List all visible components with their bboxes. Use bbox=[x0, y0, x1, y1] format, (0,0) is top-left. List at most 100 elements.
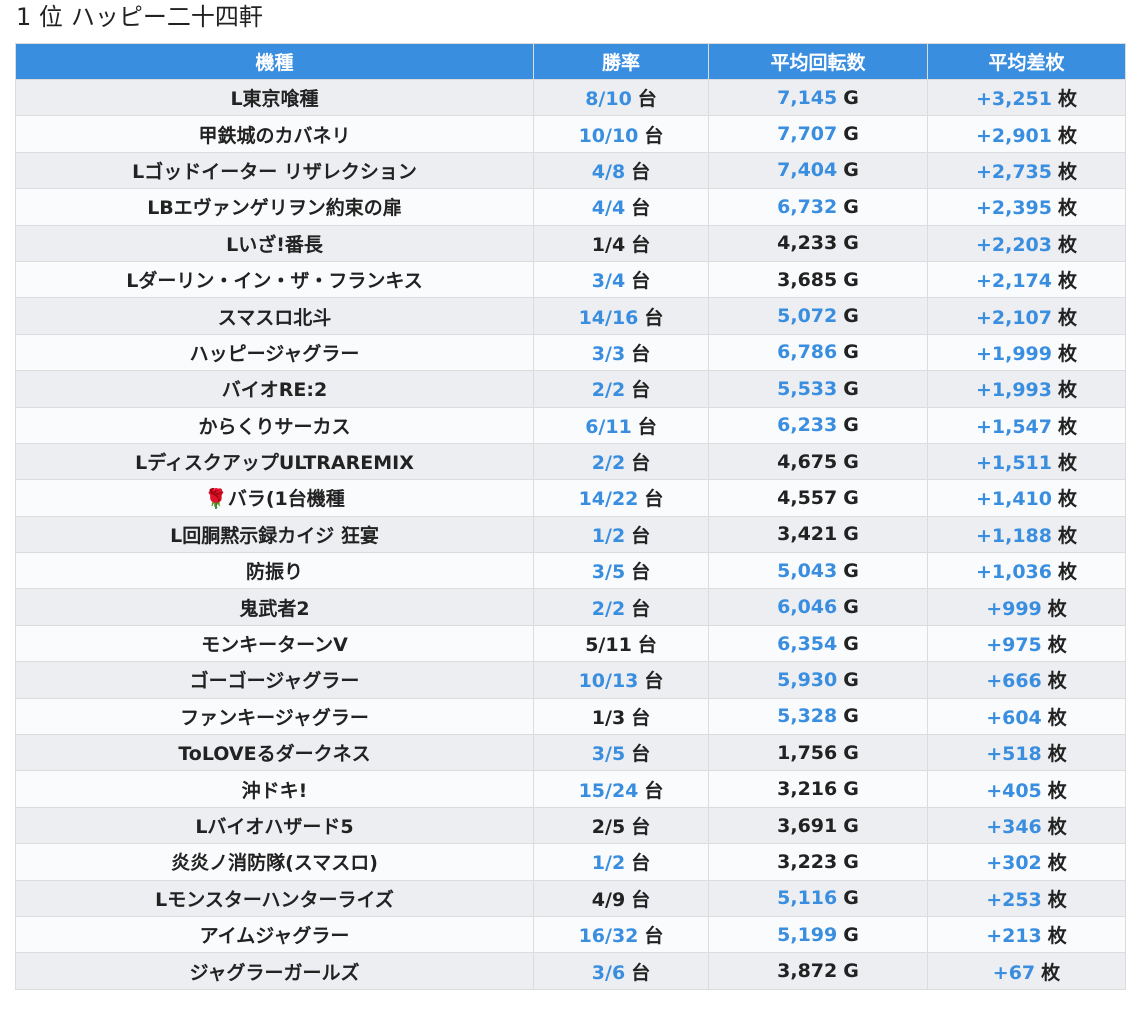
avg-diff-cell: +2,203 枚 bbox=[927, 224, 1126, 262]
win-rate-cell-value: 1/3 bbox=[591, 706, 626, 729]
avg-spins-cell-unit: G bbox=[843, 159, 859, 182]
win-rate-cell-value: 6/11 bbox=[585, 415, 632, 438]
avg-diff-cell-unit: 枚 bbox=[1047, 779, 1067, 802]
avg-spins-cell-value: 4,233 bbox=[777, 232, 838, 255]
win-rate-cell-value: 8/10 bbox=[585, 88, 632, 111]
machine-name-cell: LディスクアップULTRAREMIX bbox=[15, 442, 534, 481]
win-rate-cell-unit: 台 bbox=[637, 415, 657, 438]
avg-diff-cell: +1,547 枚 bbox=[927, 406, 1126, 444]
table-row: 防振り 3/5 台 5,043 G +1,036 枚 bbox=[15, 552, 1126, 590]
win-rate-cell: 3/4 台 bbox=[533, 260, 709, 299]
avg-diff-cell-value: +253 bbox=[986, 888, 1042, 911]
avg-spins-cell: 5,930 G bbox=[708, 661, 928, 699]
machine-name-cell: ゴーゴージャグラー bbox=[15, 661, 534, 699]
win-rate-cell: 3/5 台 bbox=[533, 734, 709, 772]
avg-spins-cell: 5,043 G bbox=[708, 552, 928, 590]
win-rate-cell: 3/6 台 bbox=[533, 952, 709, 990]
avg-spins-cell-value: 3,691 bbox=[777, 814, 838, 837]
store-name: ハッピー二十四軒 bbox=[70, 3, 263, 31]
avg-spins-cell-unit: G bbox=[843, 86, 859, 109]
avg-diff-cell: +2,395 枚 bbox=[927, 188, 1126, 226]
win-rate-cell: 2/2 台 bbox=[533, 588, 709, 626]
win-rate-cell-unit: 台 bbox=[644, 488, 664, 511]
avg-spins-cell-value: 5,533 bbox=[777, 377, 838, 400]
machine-name-cell: Lいざ!番長 bbox=[15, 224, 534, 262]
avg-spins-cell-unit: G bbox=[843, 414, 859, 437]
win-rate-cell-value: 16/32 bbox=[578, 925, 639, 948]
table-row: Lゴッドイーター リザレクション 4/8 台 7,404 G +2,735 枚 bbox=[15, 151, 1126, 190]
avg-spins-cell-value: 5,043 bbox=[777, 559, 838, 582]
win-rate-cell-unit: 台 bbox=[631, 452, 651, 475]
avg-diff-cell-value: +67 bbox=[992, 961, 1036, 984]
avg-diff-cell-unit: 枚 bbox=[1058, 233, 1078, 256]
avg-spins-cell-unit: G bbox=[843, 668, 859, 691]
win-rate-cell-value: 3/4 bbox=[591, 270, 626, 293]
table-row: LディスクアップULTRAREMIX 2/2 台 4,675 G +1,511 枚 bbox=[15, 442, 1126, 481]
avg-diff-cell-value: +2,395 bbox=[975, 197, 1052, 220]
avg-diff-cell-unit: 枚 bbox=[1058, 124, 1078, 147]
avg-diff-cell: +253 枚 bbox=[927, 879, 1126, 917]
machine-name-cell: アイムジャグラー bbox=[15, 915, 534, 954]
machine-name-cell: L回胴黙示録カイジ 狂宴 bbox=[15, 515, 534, 554]
avg-diff-cell-unit: 枚 bbox=[1058, 488, 1078, 511]
win-rate-cell-unit: 台 bbox=[631, 852, 651, 875]
win-rate-cell: 1/2 台 bbox=[533, 515, 709, 554]
table-row: バイオRE:2 2/2 台 5,533 G +1,993 枚 bbox=[15, 370, 1126, 408]
avg-diff-cell-unit: 枚 bbox=[1058, 561, 1078, 584]
win-rate-cell-unit: 台 bbox=[644, 124, 664, 147]
avg-diff-cell: +1,036 枚 bbox=[927, 552, 1126, 590]
win-rate-cell-value: 2/2 bbox=[591, 379, 626, 402]
win-rate-cell-value: 15/24 bbox=[578, 779, 639, 802]
avg-spins-cell: 3,216 G bbox=[708, 770, 928, 808]
avg-spins-cell: 7,707 G bbox=[708, 115, 928, 153]
machine-name-cell: 防振り bbox=[15, 552, 534, 590]
avg-spins-cell: 4,675 G bbox=[708, 442, 928, 481]
avg-spins-cell: 3,872 G bbox=[708, 952, 928, 990]
avg-spins-cell-value: 1,756 bbox=[777, 741, 838, 764]
table-row: 🌹バラ(1台機種 14/22 台 4,557 G +1,410 枚 bbox=[15, 479, 1126, 517]
avg-diff-cell-unit: 枚 bbox=[1058, 197, 1078, 220]
avg-spins-cell-unit: G bbox=[843, 923, 859, 946]
table-row: Lいざ!番長 1/4 台 4,233 G +2,203 枚 bbox=[15, 224, 1126, 262]
win-rate-cell-value: 2/2 bbox=[591, 452, 626, 475]
avg-spins-cell-unit: G bbox=[843, 596, 859, 619]
table-row: Lダーリン・イン・ザ・フランキス 3/4 台 3,685 G +2,174 枚 bbox=[15, 260, 1126, 299]
win-rate-cell-unit: 台 bbox=[631, 342, 651, 365]
machine-name-cell: ハッピージャグラー bbox=[15, 333, 534, 372]
avg-diff-cell: +1,410 枚 bbox=[927, 479, 1126, 517]
avg-diff-cell-unit: 枚 bbox=[1058, 306, 1078, 329]
win-rate-cell: 14/16 台 bbox=[533, 297, 709, 335]
avg-spins-cell-value: 4,557 bbox=[777, 486, 838, 509]
avg-spins-cell-unit: G bbox=[843, 559, 859, 582]
win-rate-cell-unit: 台 bbox=[631, 233, 651, 256]
win-rate-cell-value: 4/8 bbox=[591, 160, 626, 183]
avg-spins-cell-value: 3,216 bbox=[777, 778, 838, 801]
store-title: 1 位ハッピー二十四軒 bbox=[16, 0, 263, 36]
avg-spins-cell: 4,557 G bbox=[708, 479, 928, 517]
avg-spins-cell: 6,046 G bbox=[708, 588, 928, 626]
machine-name-cell: Lモンスターハンターライズ bbox=[15, 879, 534, 917]
avg-spins-cell: 6,354 G bbox=[708, 624, 928, 663]
avg-diff-cell-unit: 枚 bbox=[1047, 706, 1067, 729]
table-row: ゴーゴージャグラー 10/13 台 5,930 G +666 枚 bbox=[15, 661, 1126, 699]
avg-spins-cell-value: 6,046 bbox=[777, 596, 838, 619]
avg-spins-cell-value: 3,223 bbox=[777, 850, 838, 873]
win-rate-cell-value: 2/5 bbox=[591, 816, 626, 838]
avg-diff-cell-value: +2,203 bbox=[975, 233, 1052, 256]
avg-diff-cell-value: +346 bbox=[986, 816, 1042, 838]
avg-spins-cell: 5,328 G bbox=[708, 697, 928, 736]
avg-spins-cell-value: 6,233 bbox=[777, 414, 838, 437]
avg-diff-cell-unit: 枚 bbox=[1041, 961, 1061, 984]
win-rate-cell: 4/4 台 bbox=[533, 188, 709, 226]
table-header-row: 機種 勝率 平均回転数 平均差枚 bbox=[15, 43, 1126, 80]
win-rate-cell: 1/2 台 bbox=[533, 843, 709, 881]
avg-spins-cell: 1,756 G bbox=[708, 734, 928, 772]
win-rate-cell: 15/24 台 bbox=[533, 770, 709, 808]
avg-spins-cell: 5,533 G bbox=[708, 370, 928, 408]
win-rate-cell-unit: 台 bbox=[631, 160, 651, 183]
avg-spins-cell-value: 3,872 bbox=[777, 960, 838, 983]
win-rate-cell-value: 3/5 bbox=[591, 561, 626, 584]
win-rate-cell-value: 2/2 bbox=[591, 597, 626, 620]
avg-diff-cell-value: +302 bbox=[986, 852, 1042, 875]
avg-diff-cell: +405 枚 bbox=[927, 770, 1126, 808]
